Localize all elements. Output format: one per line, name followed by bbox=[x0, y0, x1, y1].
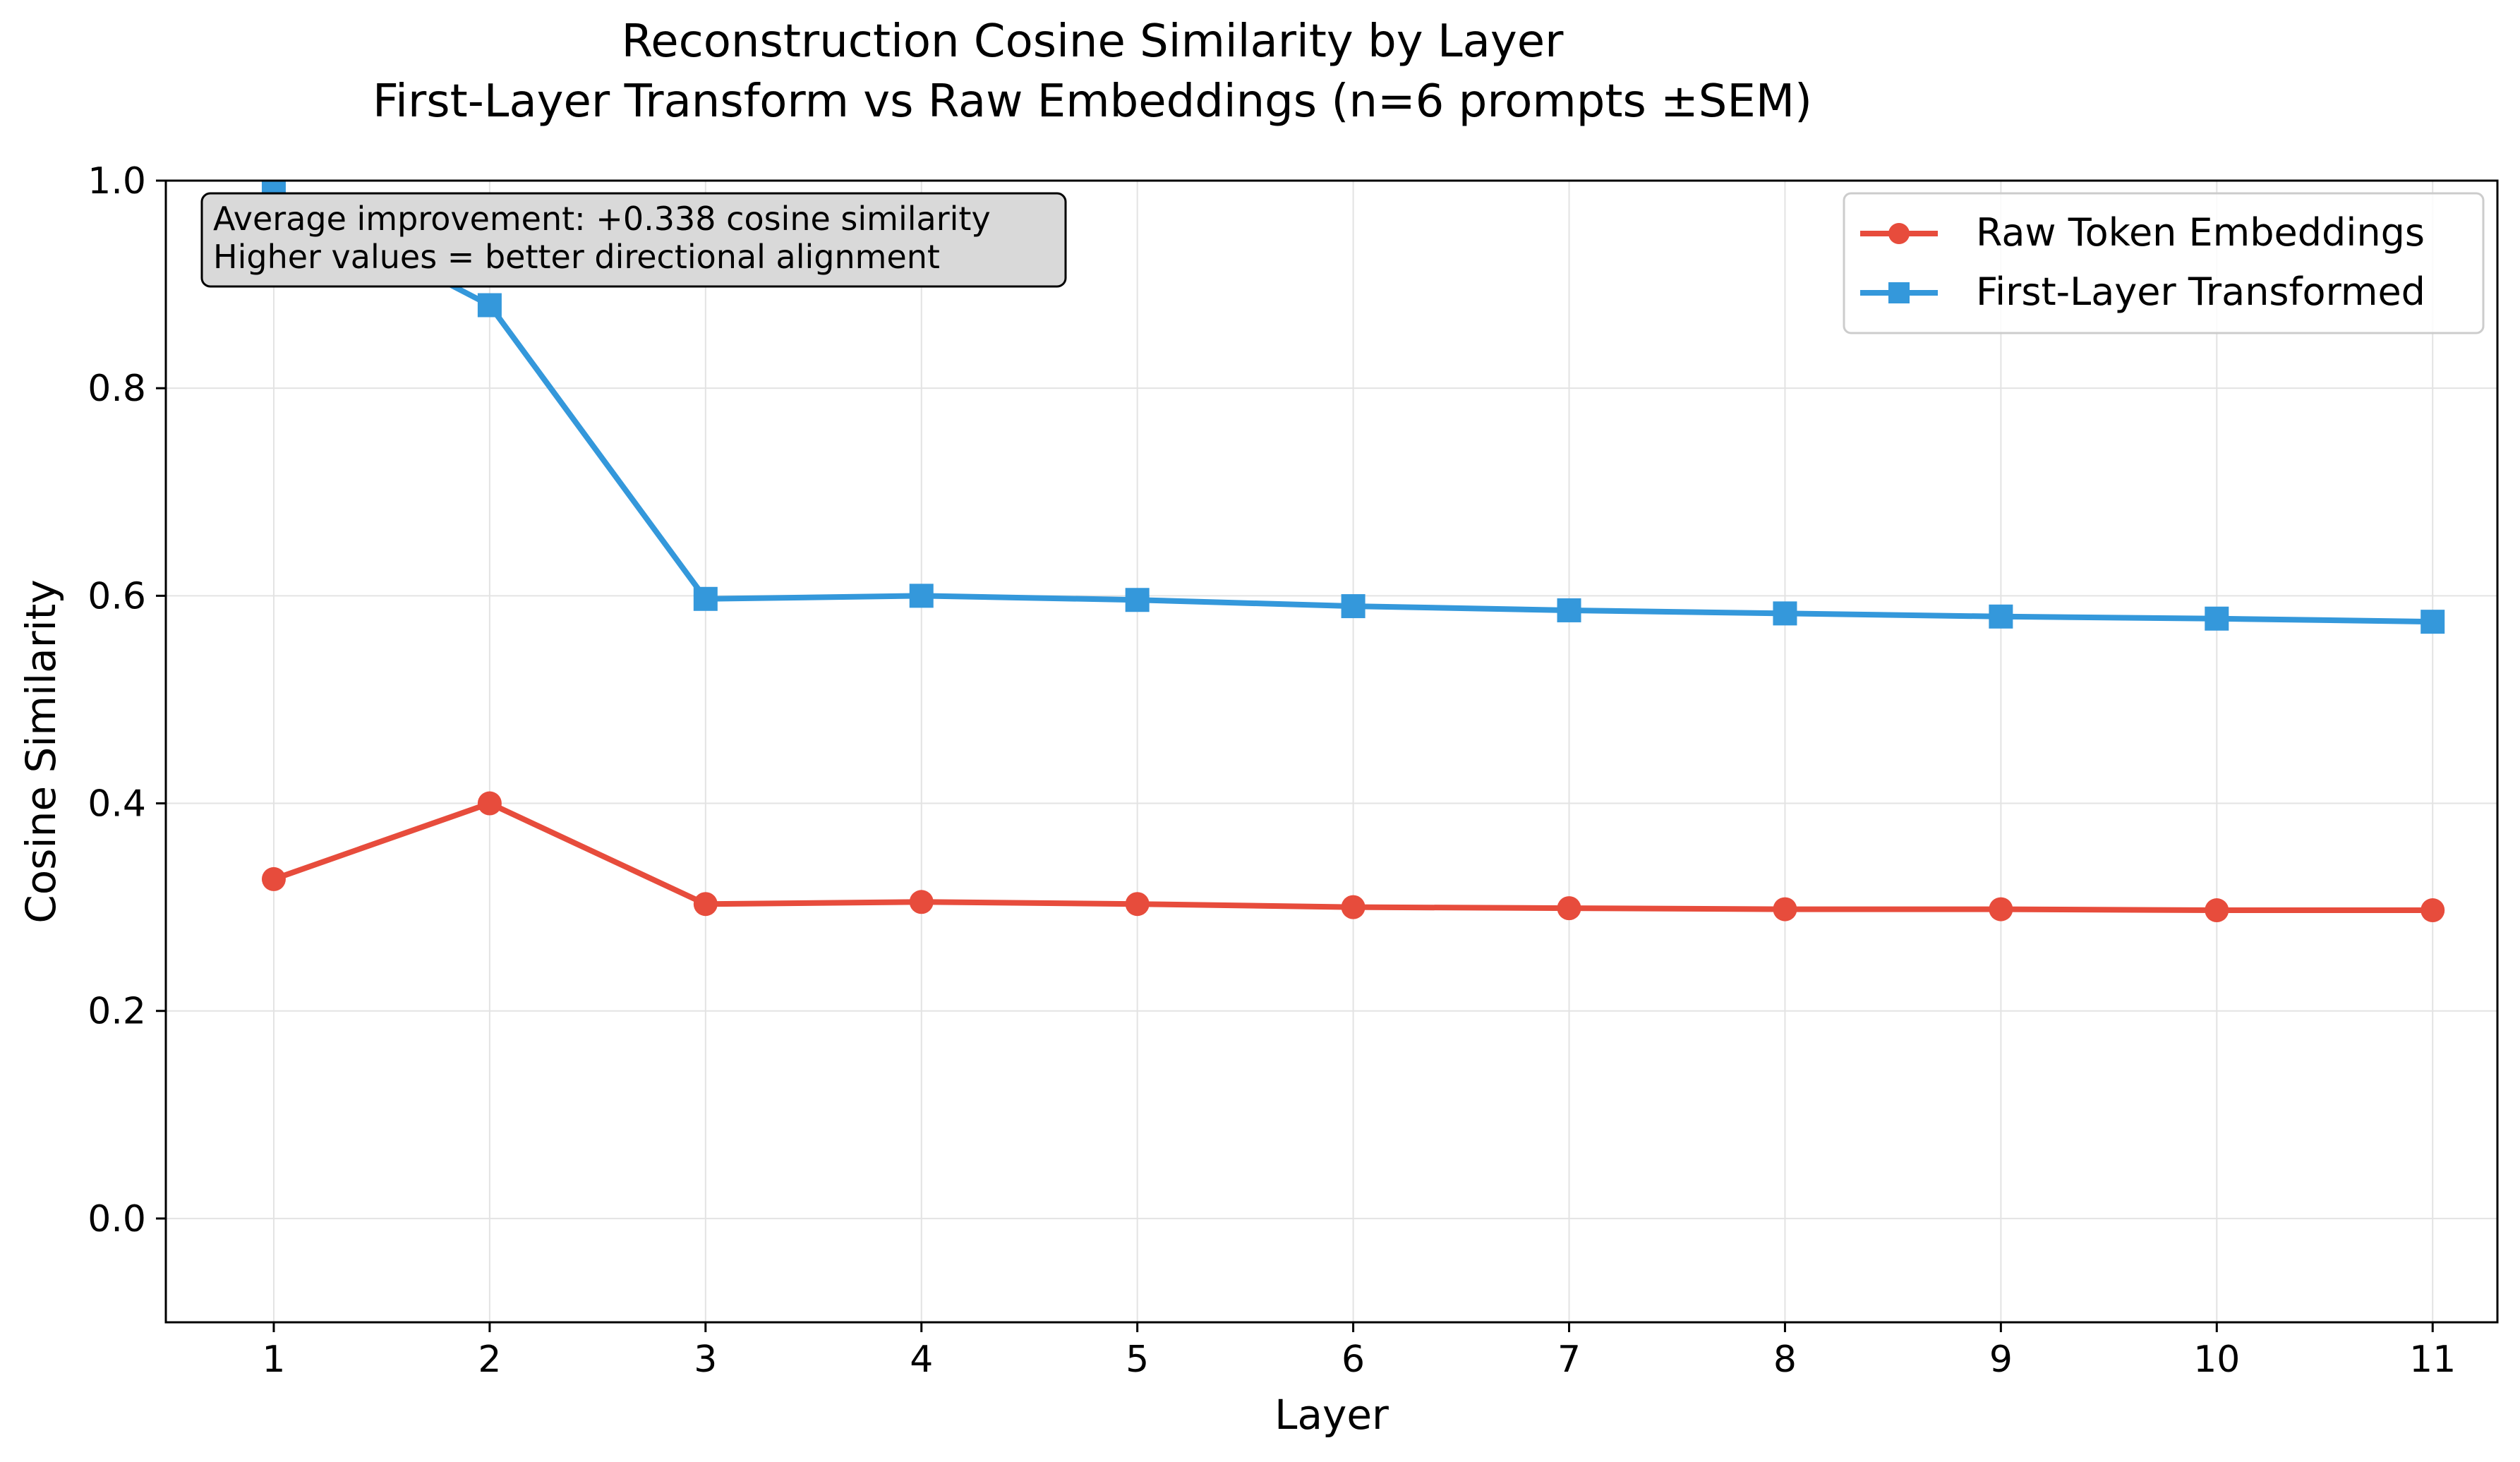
legend: Raw Token Embeddings First-Layer Transfo… bbox=[1843, 192, 2485, 334]
annotation-line-1: Average improvement: +0.338 cosine simil… bbox=[213, 200, 991, 238]
data-point-square bbox=[2420, 610, 2445, 634]
data-point-square bbox=[1773, 601, 1797, 626]
data-point-circle bbox=[1989, 897, 2013, 922]
data-point-square bbox=[693, 586, 718, 611]
legend-entry-first-layer-transformed: First-Layer Transformed bbox=[1860, 270, 2425, 314]
chart-title: Reconstruction Cosine Similarity by Laye… bbox=[622, 16, 1564, 68]
data-point-square bbox=[1557, 598, 1581, 622]
legend-label: Raw Token Embeddings bbox=[1976, 210, 2425, 255]
data-point-circle bbox=[909, 890, 934, 914]
y-tick-label: 0.4 bbox=[88, 783, 146, 826]
legend-frame bbox=[1843, 192, 2485, 334]
data-point-square bbox=[1989, 604, 2013, 629]
chart-subtitle: First-Layer Transform vs Raw Embeddings … bbox=[373, 75, 1812, 128]
y-tick-label: 0.8 bbox=[88, 368, 146, 410]
x-tick-label: 7 bbox=[1557, 1339, 1581, 1381]
legend-entry-raw-token-embeddings: Raw Token Embeddings bbox=[1860, 210, 2425, 255]
x-tick-label: 11 bbox=[2409, 1339, 2456, 1381]
data-point-circle bbox=[1773, 897, 1797, 922]
y-tick-label: 0.0 bbox=[88, 1198, 146, 1240]
data-point-square bbox=[477, 293, 502, 318]
x-tick-label: 3 bbox=[694, 1339, 717, 1381]
data-point-circle bbox=[693, 892, 718, 917]
legend-marker-circle bbox=[1888, 223, 1910, 244]
data-point-circle bbox=[477, 791, 502, 816]
y-tick-label: 0.2 bbox=[88, 991, 146, 1033]
legend-label: First-Layer Transformed bbox=[1976, 270, 2425, 314]
annotation-background bbox=[200, 192, 1067, 288]
x-tick-label: 5 bbox=[1126, 1339, 1149, 1381]
legend-marker-square bbox=[1888, 282, 1910, 303]
plot-area-frame bbox=[164, 179, 2499, 1324]
x-tick-label: 10 bbox=[2193, 1339, 2240, 1381]
data-point-square bbox=[1125, 588, 1150, 612]
data-point-circle bbox=[1125, 892, 1150, 917]
x-tick-label: 4 bbox=[910, 1339, 933, 1381]
data-point-square bbox=[909, 584, 934, 608]
data-point-circle bbox=[2420, 898, 2445, 923]
series-raw-token-embeddings bbox=[261, 791, 2445, 923]
data-point-square bbox=[2205, 606, 2229, 631]
data-point-circle bbox=[1341, 895, 1365, 919]
y-tick-label: 0.6 bbox=[88, 575, 146, 617]
data-point-square bbox=[1341, 594, 1365, 619]
series-layer bbox=[261, 181, 2445, 923]
annotation-box: Average improvement: +0.338 cosine simil… bbox=[200, 192, 1067, 288]
x-tick-label: 9 bbox=[1989, 1339, 2013, 1381]
x-tick-label: 6 bbox=[1342, 1339, 1365, 1381]
data-point-circle bbox=[261, 866, 286, 891]
annotation-line-2: Higher values = better directional align… bbox=[213, 238, 940, 276]
y-tick-label: 1.0 bbox=[88, 160, 146, 203]
x-tick-label: 1 bbox=[262, 1339, 285, 1381]
x-tick-label: 8 bbox=[1773, 1339, 1797, 1381]
x-tick-label: 2 bbox=[478, 1339, 501, 1381]
data-point-circle bbox=[1557, 896, 1581, 921]
x-axis-label: Layer bbox=[1274, 1391, 1389, 1439]
ticks: 1 2 3 4 5 6 7 8 9 10 11 0.0 0.2 0.4 0.6 0.8 1.0 bbox=[88, 160, 2456, 1381]
y-axis-label: Cosine Similarity bbox=[17, 579, 65, 923]
data-point-circle bbox=[2205, 898, 2229, 923]
grid bbox=[166, 180, 2497, 1322]
